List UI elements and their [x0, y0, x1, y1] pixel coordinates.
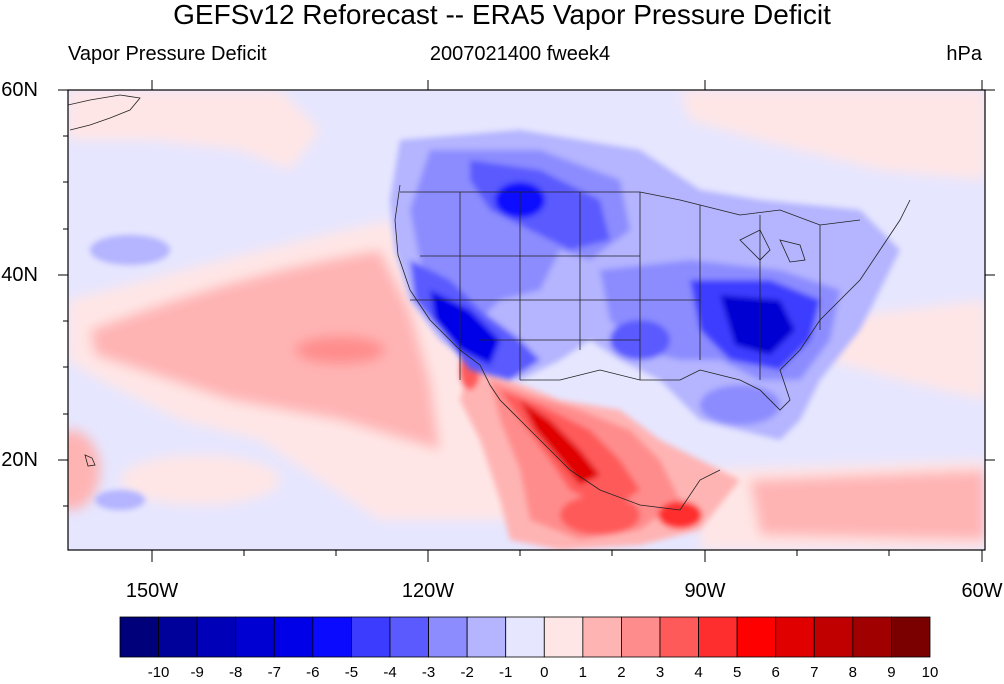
- variable-label: Vapor Pressure Deficit: [68, 43, 267, 65]
- colorbar-tick-label: -3: [421, 664, 436, 681]
- units-label: hPa: [946, 43, 982, 65]
- colorbar-swatch: [119, 616, 159, 658]
- colorbar-swatch: [775, 616, 815, 658]
- colorbar-tick-label: 3: [655, 664, 665, 681]
- coastlines: [68, 94, 911, 511]
- colorbar-swatch: [543, 616, 584, 658]
- lon-label-60w: 60W: [961, 580, 1003, 602]
- colorbar-swatch: [698, 616, 738, 658]
- colorbar-swatch: [428, 616, 468, 658]
- lat-label-60n: 60N: [1, 79, 38, 101]
- colorbar-tick-label: 5: [732, 664, 742, 681]
- colorbar-swatch: [659, 616, 699, 658]
- colorbar-tick-label: -1: [499, 664, 513, 681]
- colorbar-tick-label: -10: [147, 664, 170, 681]
- colorbar-swatch: [158, 616, 198, 658]
- colorbar-tick-label: 9: [887, 664, 896, 681]
- colorbar-tick-label: -9: [190, 664, 204, 681]
- colorbar-swatch: [852, 616, 892, 658]
- colorbar-tick-label: -4: [383, 664, 397, 681]
- colorbar-tick-label: -6: [306, 664, 320, 681]
- colorbar-tick-label: 6: [771, 664, 780, 681]
- colorbar-swatch: [736, 616, 777, 658]
- colorbar-tick-label: 7: [810, 664, 819, 681]
- colorbar-tick-label: 10: [921, 664, 939, 681]
- colorbar-swatch: [813, 616, 854, 658]
- colorbar-swatch: [351, 616, 391, 658]
- colorbar-tick-label: -5: [344, 664, 359, 681]
- lon-label-150w: 150W: [125, 580, 179, 602]
- axis-ticks: [58, 80, 995, 562]
- colorbar-tick-label: 1: [578, 664, 588, 681]
- colorbar-swatch: [891, 616, 931, 658]
- colorbar-tick-label: 4: [694, 664, 703, 681]
- plot-frame: [67, 89, 986, 551]
- colorbar-tick-label: -2: [460, 664, 474, 681]
- colorbar-tick-label: -7: [267, 664, 281, 681]
- colorbar-tick-label: -8: [229, 664, 243, 681]
- colorbar-swatch: [505, 616, 545, 658]
- colorbar-swatch: [389, 616, 429, 658]
- lon-label-120w: 120W: [401, 580, 455, 602]
- colorbar-swatch: [196, 616, 237, 658]
- lon-label-90w: 90W: [684, 580, 726, 602]
- colorbar-swatch: [582, 616, 622, 658]
- colorbar-swatch: [466, 616, 507, 658]
- lat-label-40n: 40N: [1, 264, 38, 286]
- colorbar-tick-label: 8: [848, 664, 858, 681]
- forecast-date-label: 2007021400 fweek4: [429, 43, 611, 65]
- colorbar-tick-label: 0: [540, 664, 549, 681]
- map-title: GEFSv12 Reforecast -- ERA5 Vapor Pressur…: [173, 0, 831, 30]
- colorbar-swatch: [273, 616, 314, 658]
- colorbar-tick-label: 2: [617, 664, 626, 681]
- colorbar-swatch: [312, 616, 352, 658]
- colorbar-swatch: [621, 616, 661, 658]
- colorbar-swatch: [235, 616, 275, 658]
- colorbar: [119, 616, 931, 658]
- anomaly-field: [68, 90, 985, 550]
- lat-label-20n: 20N: [1, 449, 38, 471]
